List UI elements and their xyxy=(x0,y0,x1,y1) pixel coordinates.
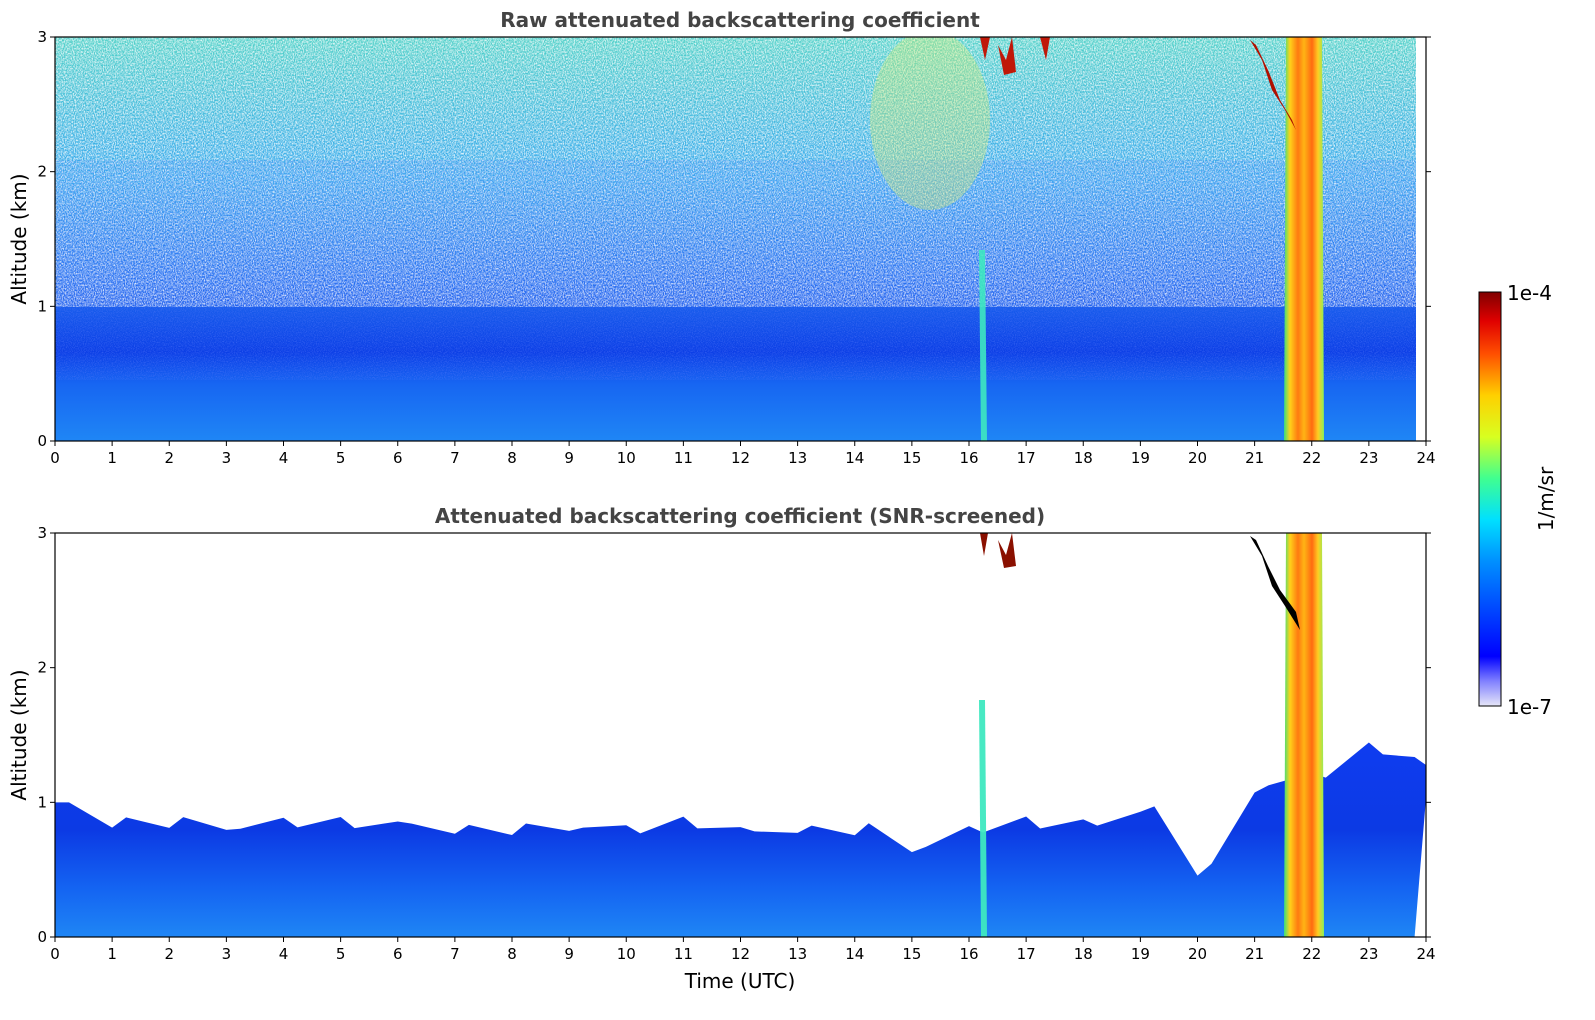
top-x-tick-label: 3 xyxy=(222,449,232,467)
bottom-x-tick-label: 24 xyxy=(1416,945,1435,963)
top-x-tick-label: 24 xyxy=(1416,449,1435,467)
top-y-tick-label: 2 xyxy=(37,163,47,181)
aerosol-patch xyxy=(870,37,990,210)
bottom-x-tick-label: 22 xyxy=(1302,945,1321,963)
bottom-x-tick-label: 0 xyxy=(50,945,60,963)
bottom-x-tick-label: 18 xyxy=(1074,945,1093,963)
top-x-tick-label: 7 xyxy=(450,449,460,467)
bottom-x-tick-label: 20 xyxy=(1188,945,1207,963)
top-panel-title: Raw attenuated backscattering coefficien… xyxy=(500,8,980,32)
high-cloud-fragments-screened xyxy=(980,533,1016,568)
top-x-tick-label: 22 xyxy=(1302,449,1321,467)
colorbar-max-label: 1e-4 xyxy=(1507,281,1552,305)
bottom-x-tick-label: 10 xyxy=(617,945,636,963)
colorbar: 1e-4 1e-7 1/m/sr xyxy=(1478,281,1558,719)
high-cloud-fragments xyxy=(980,37,1050,75)
bottom-x-tick-label: 19 xyxy=(1131,945,1150,963)
bottom-x-tick-label: 11 xyxy=(674,945,693,963)
bottom-y-tick-label: 2 xyxy=(37,659,47,677)
top-x-tick-label: 4 xyxy=(279,449,289,467)
boundary-layer-region xyxy=(55,742,1426,937)
bottom-x-tick-label: 13 xyxy=(788,945,807,963)
noise-speckle-blue xyxy=(55,160,1416,380)
top-panel: Raw attenuated backscattering coefficien… xyxy=(7,8,1436,467)
top-x-tick-label: 23 xyxy=(1359,449,1378,467)
top-x-tick-label: 20 xyxy=(1188,449,1207,467)
colorbar-min-label: 1e-7 xyxy=(1507,695,1552,719)
narrow-cloud-column-screened xyxy=(979,700,987,937)
bottom-axes: 0 1 2 3 4 5 6 7 8 9 10 11 12 13 14 15 16 17 18 19 20 21 22 23 24… xyxy=(37,524,1435,963)
bottom-x-tick-label: 5 xyxy=(336,945,346,963)
colorbar-gradient xyxy=(1478,291,1502,707)
bottom-x-tick-label: 3 xyxy=(222,945,232,963)
top-x-tick-label: 2 xyxy=(164,449,174,467)
bottom-y-tick-label: 1 xyxy=(37,793,47,811)
bottom-x-tick-label: 9 xyxy=(564,945,574,963)
top-y-tick-label: 3 xyxy=(37,28,47,46)
top-x-tick-label: 10 xyxy=(617,449,636,467)
top-x-tick-label: 21 xyxy=(1245,449,1264,467)
top-x-tick-label: 17 xyxy=(1017,449,1036,467)
top-x-tick-label: 13 xyxy=(788,449,807,467)
precipitation-column-screened xyxy=(1284,533,1324,937)
top-x-tick-label: 6 xyxy=(393,449,403,467)
top-x-tick-label: 18 xyxy=(1074,449,1093,467)
top-heatmap xyxy=(55,37,1426,441)
bottom-x-tick-label: 21 xyxy=(1245,945,1264,963)
bottom-x-tick-label: 8 xyxy=(507,945,517,963)
bottom-x-tick-label: 12 xyxy=(731,945,750,963)
virga-streak xyxy=(1250,40,1296,130)
bottom-y-tick-label: 0 xyxy=(37,928,47,946)
bottom-heatmap xyxy=(55,533,1426,937)
top-axes: 0 1 2 3 4 5 6 7 8 9 10 11 12 13 14 15 16 17 18 19 20 21 22 23 24… xyxy=(37,28,1435,467)
bottom-x-tick-label: 16 xyxy=(959,945,978,963)
bottom-panel: Attenuated backscattering coefficient (S… xyxy=(7,504,1436,993)
top-y-tick-label: 0 xyxy=(37,432,47,450)
precipitation-column xyxy=(1284,37,1324,441)
colorbar-units-label: 1/m/sr xyxy=(1534,466,1558,531)
top-x-tick-label: 19 xyxy=(1131,449,1150,467)
top-x-tick-label: 9 xyxy=(564,449,574,467)
top-x-tick-label: 0 xyxy=(50,449,60,467)
top-y-axis-label: Altitude (km) xyxy=(7,173,31,304)
bottom-x-tick-label: 23 xyxy=(1359,945,1378,963)
bottom-x-tick-label: 17 xyxy=(1017,945,1036,963)
bottom-x-tick-label: 6 xyxy=(393,945,403,963)
top-x-tick-label: 8 xyxy=(507,449,517,467)
top-x-tick-label: 1 xyxy=(107,449,117,467)
no-data-strip xyxy=(1416,37,1426,441)
bottom-x-tick-label: 14 xyxy=(845,945,864,963)
bottom-x-tick-label: 2 xyxy=(164,945,174,963)
top-x-tick-label: 15 xyxy=(902,449,921,467)
top-x-tick-label: 5 xyxy=(336,449,346,467)
bottom-x-tick-label: 7 xyxy=(450,945,460,963)
top-x-tick-label: 16 xyxy=(959,449,978,467)
bottom-x-tick-label: 1 xyxy=(107,945,117,963)
bottom-x-tick-label: 15 xyxy=(902,945,921,963)
x-axis-label: Time (UTC) xyxy=(684,969,796,993)
top-y-tick-label: 1 xyxy=(37,297,47,315)
top-x-tick-label: 11 xyxy=(674,449,693,467)
bottom-x-tick-label: 4 xyxy=(279,945,289,963)
virga-streak-screened xyxy=(1250,536,1300,630)
bottom-panel-title: Attenuated backscattering coefficient (S… xyxy=(435,504,1045,528)
top-x-tick-label: 12 xyxy=(731,449,750,467)
bottom-y-axis-label: Altitude (km) xyxy=(7,669,31,800)
top-x-tick-label: 14 xyxy=(845,449,864,467)
bottom-y-tick-label: 3 xyxy=(37,524,47,542)
narrow-cloud-column xyxy=(979,250,987,441)
